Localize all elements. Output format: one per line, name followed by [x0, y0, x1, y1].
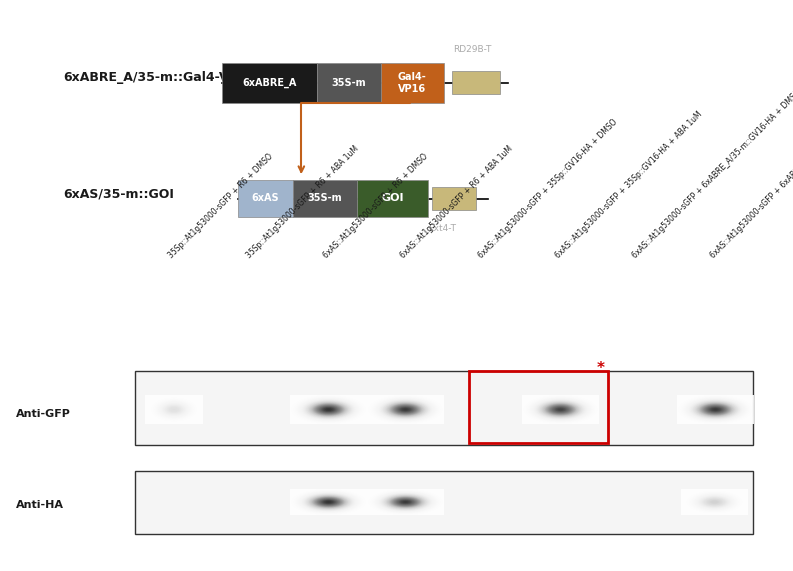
FancyBboxPatch shape [238, 180, 293, 217]
Text: 6xAS: 6xAS [252, 194, 279, 203]
Text: 6xABRE_A: 6xABRE_A [243, 78, 297, 88]
Text: GOI: GOI [381, 194, 404, 203]
Bar [469, 371, 608, 443]
Text: 6xAS::At1g53000-sGFP + 35Sp::GV16-HA + ABA 1uM: 6xAS::At1g53000-sGFP + 35Sp::GV16-HA + A… [554, 110, 704, 260]
FancyBboxPatch shape [222, 63, 317, 103]
Text: *: * [596, 361, 604, 376]
FancyBboxPatch shape [317, 63, 381, 103]
Text: Anti-GFP: Anti-GFP [16, 409, 71, 419]
Text: 6xAS::At1g53000-sGFP + R6 + DMSO: 6xAS::At1g53000-sGFP + R6 + DMSO [322, 152, 430, 260]
Text: Anti-HA: Anti-HA [16, 500, 64, 510]
Text: 35Sp::At1g53000-sGFP + R6 + ABA 1uM: 35Sp::At1g53000-sGFP + R6 + ABA 1uM [244, 144, 360, 260]
Text: 6xAS/35-m::GOI: 6xAS/35-m::GOI [63, 188, 174, 200]
Text: 35S-m: 35S-m [331, 78, 366, 88]
Text: 6xAS::At1g53000-sGFP + 6xABRE_A/35-m::GV16-HA + DMSO: 6xAS::At1g53000-sGFP + 6xABRE_A/35-m::GV… [631, 87, 793, 260]
Text: Gal4-
VP16: Gal4- VP16 [398, 72, 427, 94]
Text: RD29B-T: RD29B-T [453, 45, 491, 54]
FancyBboxPatch shape [357, 180, 428, 217]
Bar [135, 371, 753, 445]
Text: 6xAS::At1g53000-sGFP + 6xABRE_A/35-m::GV16-HA + ABA 1uM: 6xAS::At1g53000-sGFP + 6xABRE_A/35-m::GV… [708, 80, 793, 260]
Text: 35S-m: 35S-m [308, 194, 343, 203]
FancyBboxPatch shape [452, 71, 500, 94]
Text: 6xAS::At1g53000-sGFP + R6 + ABA 1uM: 6xAS::At1g53000-sGFP + R6 + ABA 1uM [399, 144, 515, 260]
FancyBboxPatch shape [381, 63, 444, 103]
Text: Ext4-T: Ext4-T [428, 224, 457, 233]
Text: 6xAS::At1g53000-sGFP + 35Sp::GV16-HA + DMSO: 6xAS::At1g53000-sGFP + 35Sp::GV16-HA + D… [477, 117, 619, 260]
Bar [135, 471, 753, 534]
FancyBboxPatch shape [293, 180, 357, 217]
Text: 6xABRE_A/35-m::Gal4-VP16: 6xABRE_A/35-m::Gal4-VP16 [63, 71, 255, 83]
Text: 35Sp::At1g53000-sGFP + R6 + DMSO: 35Sp::At1g53000-sGFP + R6 + DMSO [167, 152, 275, 260]
FancyBboxPatch shape [432, 187, 476, 210]
